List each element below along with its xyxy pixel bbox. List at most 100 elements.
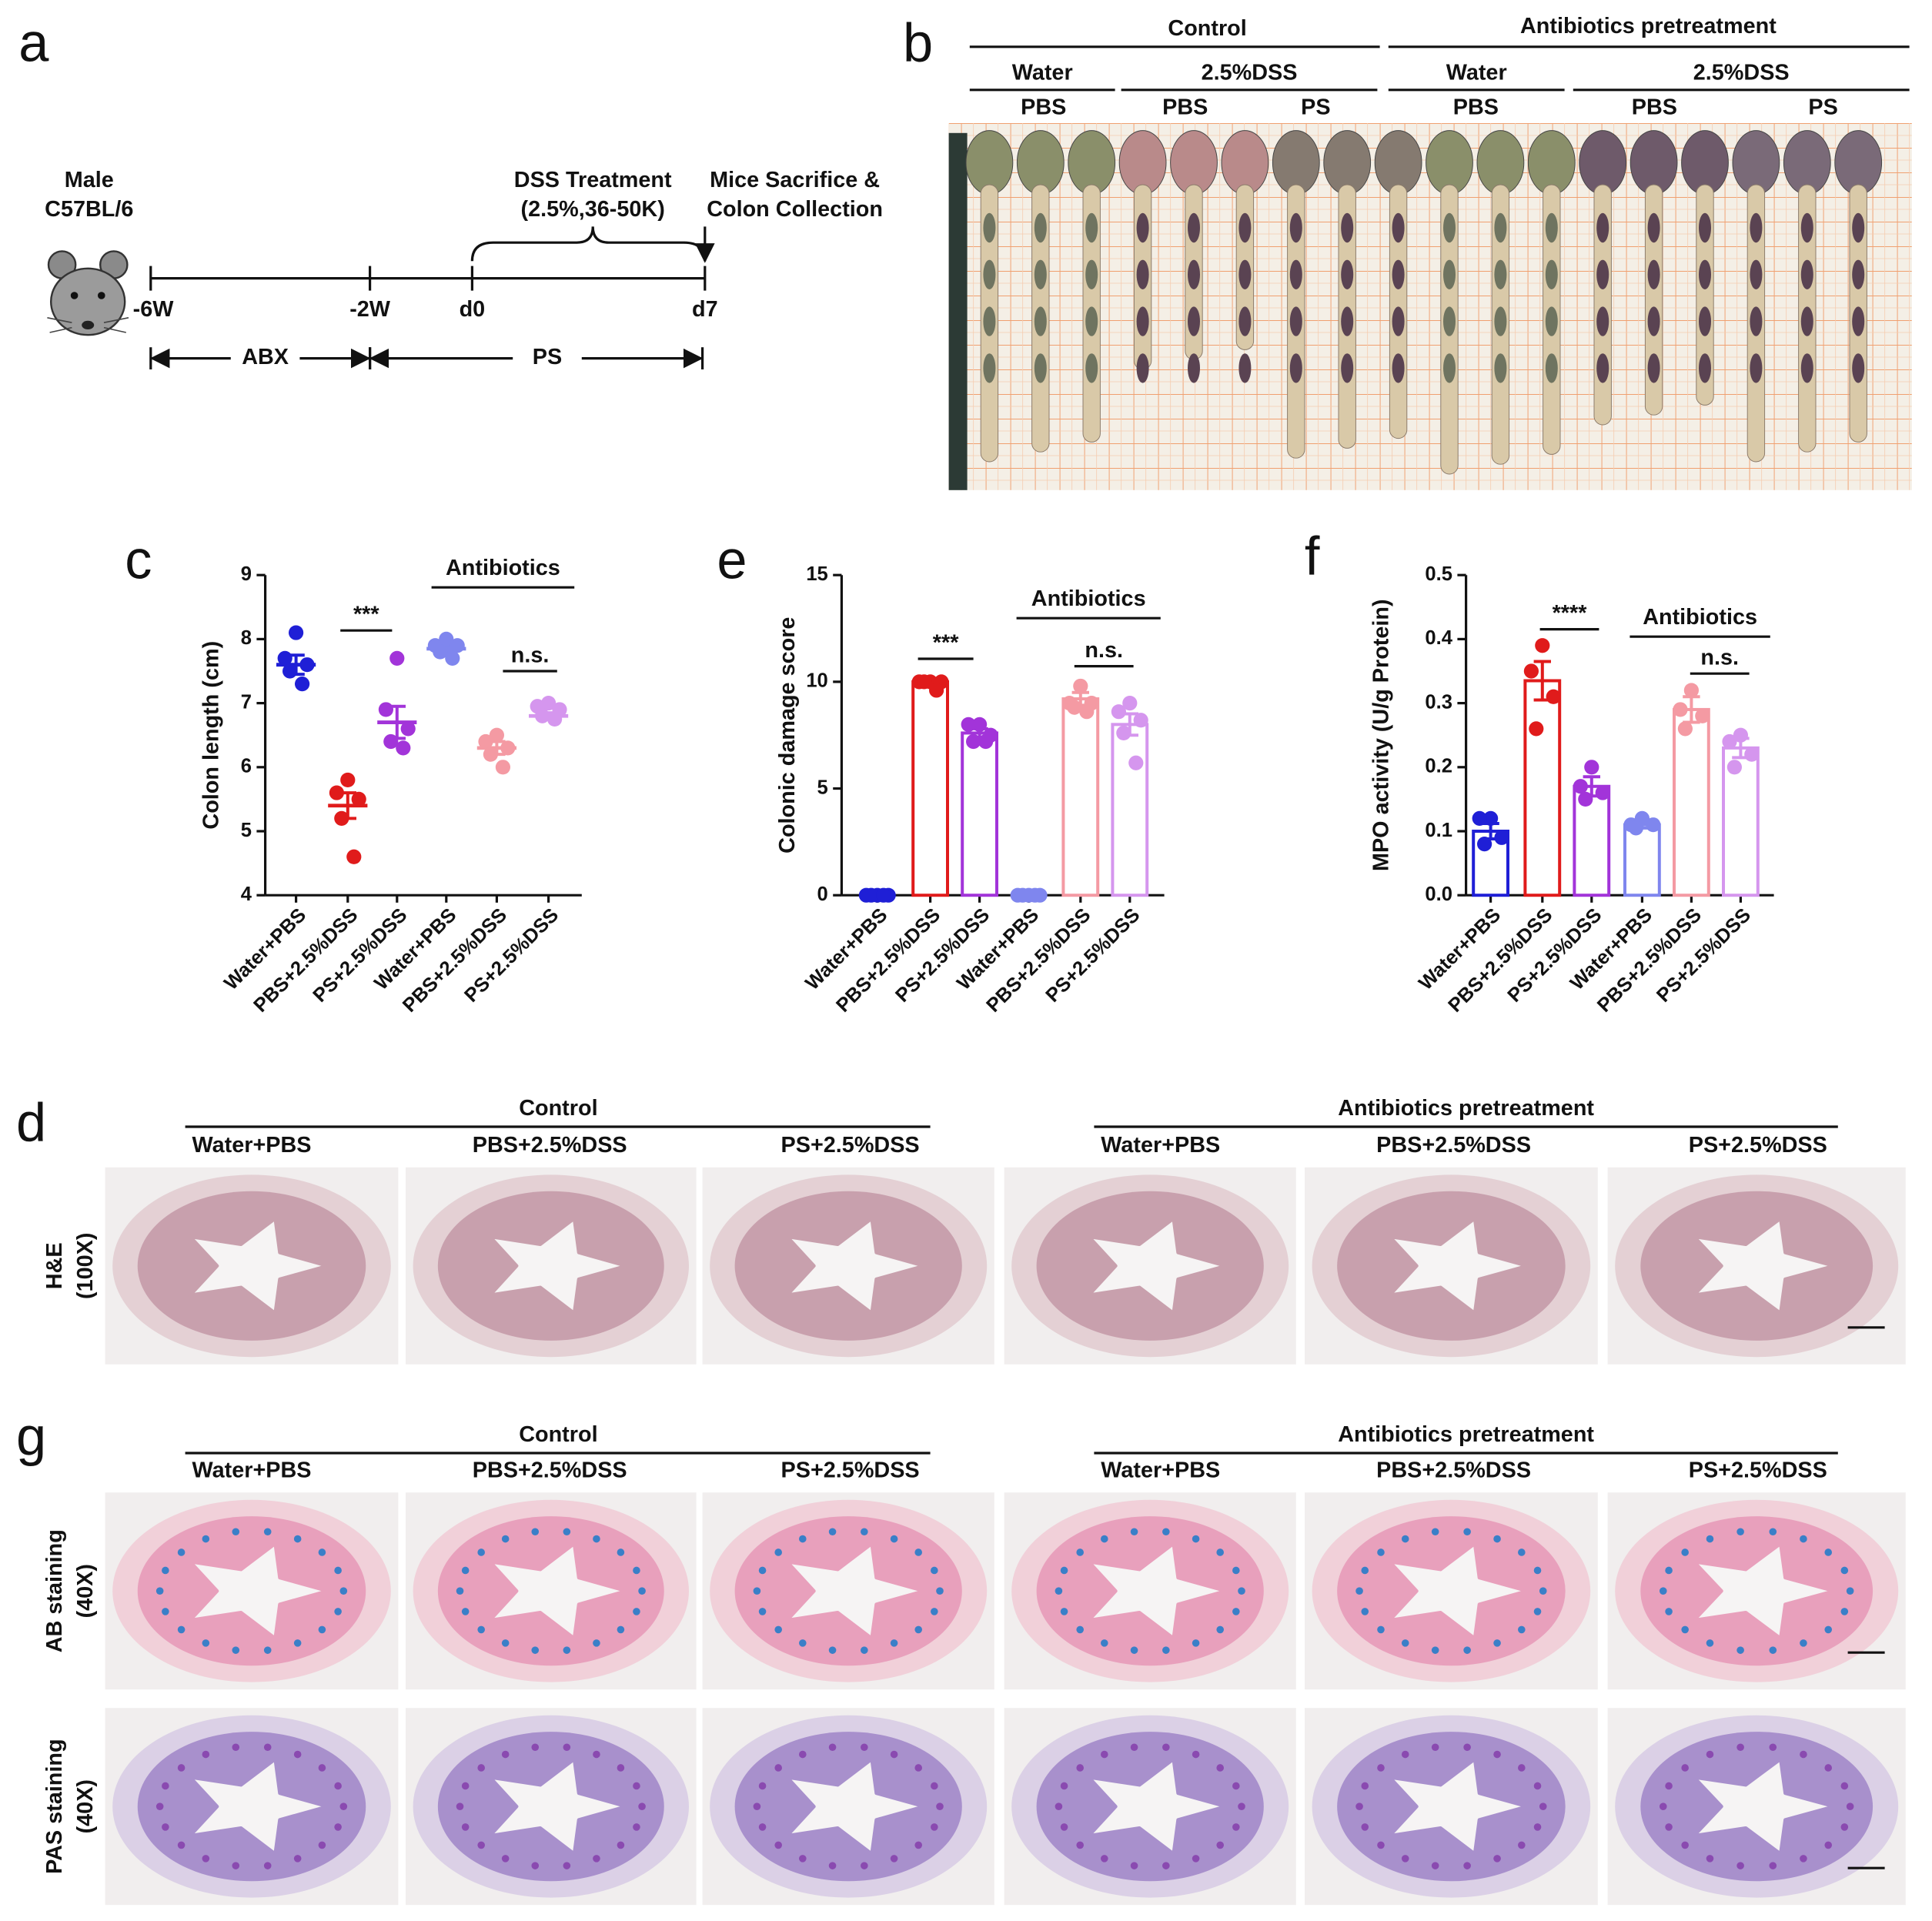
- histology-image: [1004, 1492, 1296, 1690]
- data-point: [378, 702, 393, 717]
- goblet-cells: [1361, 1823, 1369, 1831]
- bar: [1722, 746, 1760, 897]
- goblet-cells: [1060, 1566, 1068, 1575]
- treatment-header: PBS: [1162, 95, 1208, 119]
- colon-content: [1494, 306, 1507, 336]
- goblet-cells: [202, 1855, 210, 1863]
- colon-content: [983, 212, 996, 243]
- y-axis-title: MPO activity (U/g Protein): [1369, 599, 1393, 871]
- column-header: PBS+2.5%DSS: [1376, 1133, 1531, 1158]
- data-point: [864, 887, 879, 903]
- colon-content: [1341, 306, 1354, 336]
- goblet-cells: [828, 1528, 837, 1536]
- goblet-cells: [263, 1743, 272, 1752]
- colon-content: [1545, 353, 1558, 383]
- condition-header: Water: [1446, 61, 1507, 85]
- data-point: [483, 747, 498, 762]
- timepoint-label: -2W: [349, 297, 391, 322]
- data-point: [1646, 817, 1661, 833]
- goblet-cells: [1681, 1548, 1689, 1556]
- goblet-cells: [828, 1646, 837, 1654]
- data-point: [334, 810, 349, 826]
- goblet-cells: [1800, 1535, 1807, 1543]
- significance-label: ****: [1553, 601, 1588, 626]
- colon-content: [1699, 353, 1711, 383]
- histology-image: [1607, 1167, 1906, 1365]
- goblet-cells: [1192, 1750, 1200, 1759]
- goblet-cells: [1463, 1862, 1471, 1869]
- goblet-cells: [1162, 1862, 1170, 1869]
- goblet-cells: [799, 1639, 807, 1647]
- goblet-cells: [1130, 1862, 1138, 1869]
- histology-image: [1607, 1708, 1906, 1906]
- goblet-cells: [617, 1841, 625, 1849]
- row-label: (40X): [73, 1779, 98, 1833]
- data-point: [1628, 820, 1643, 836]
- goblet-cells: [1361, 1608, 1369, 1615]
- goblet-cells: [1493, 1535, 1501, 1543]
- treatment-header: PBS: [1021, 95, 1066, 119]
- colon-content: [983, 353, 996, 383]
- goblet-cells: [1101, 1535, 1108, 1543]
- goblet-cells: [593, 1855, 600, 1863]
- sacrifice-label: Mice Sacrifice &: [710, 168, 880, 192]
- bar: [1623, 823, 1661, 897]
- goblet-cells: [339, 1587, 348, 1595]
- goblet-cells: [1060, 1608, 1068, 1615]
- histology-image: [105, 1167, 399, 1365]
- data-point: [1683, 683, 1699, 698]
- goblet-cells: [1800, 1855, 1807, 1863]
- goblet-cells: [477, 1548, 485, 1556]
- goblet-cells: [1840, 1823, 1849, 1831]
- data-point: [433, 644, 448, 660]
- bar: [1523, 679, 1562, 897]
- data-point: [1726, 760, 1742, 775]
- y-tick-label: 5: [817, 777, 828, 798]
- goblet-cells: [531, 1743, 540, 1752]
- goblet-cells: [1377, 1548, 1385, 1556]
- data-point: [966, 733, 981, 750]
- goblet-cells: [914, 1764, 923, 1772]
- data-point: [1695, 708, 1710, 723]
- goblet-cells: [477, 1841, 485, 1849]
- goblet-cells: [162, 1823, 169, 1831]
- goblet-cells: [1377, 1764, 1385, 1772]
- goblet-cells: [1800, 1750, 1807, 1759]
- data-point: [1595, 785, 1610, 800]
- group-header: Control: [519, 1422, 597, 1447]
- goblet-cells: [931, 1823, 938, 1831]
- data-point: [1722, 733, 1737, 750]
- goblet-cells: [774, 1841, 782, 1849]
- data-point: [295, 677, 310, 692]
- bar: [1061, 697, 1100, 897]
- colon-content: [983, 306, 996, 336]
- goblet-cells: [1431, 1862, 1439, 1869]
- goblet-cells: [1101, 1639, 1108, 1647]
- goblet-cells: [1769, 1862, 1777, 1869]
- treatment-header: PBS: [1632, 95, 1677, 119]
- colon-content: [1341, 259, 1354, 289]
- ruler: [948, 132, 968, 490]
- goblet-cells: [162, 1608, 169, 1615]
- colon-content: [1800, 353, 1813, 383]
- data-point: [1067, 700, 1082, 715]
- group-bracket-label: Antibiotics: [1643, 605, 1757, 630]
- goblet-cells: [1846, 1587, 1854, 1595]
- goblet-cells: [318, 1548, 326, 1556]
- goblet-cells: [334, 1782, 342, 1790]
- goblet-cells: [1665, 1782, 1673, 1790]
- colon-content: [1852, 259, 1865, 289]
- colon-content: [1750, 306, 1763, 336]
- panel-label: g: [16, 1406, 46, 1467]
- histology-image: [406, 1708, 697, 1906]
- goblet-cells: [1840, 1782, 1849, 1790]
- goblet-cells: [1706, 1639, 1714, 1647]
- goblet-cells: [1162, 1646, 1170, 1654]
- colon-content: [1699, 306, 1711, 336]
- goblet-cells: [914, 1548, 923, 1556]
- y-tick-label: 4: [241, 884, 252, 905]
- data-point: [1573, 779, 1588, 794]
- colon-content: [1647, 353, 1660, 383]
- goblet-cells: [1824, 1625, 1833, 1634]
